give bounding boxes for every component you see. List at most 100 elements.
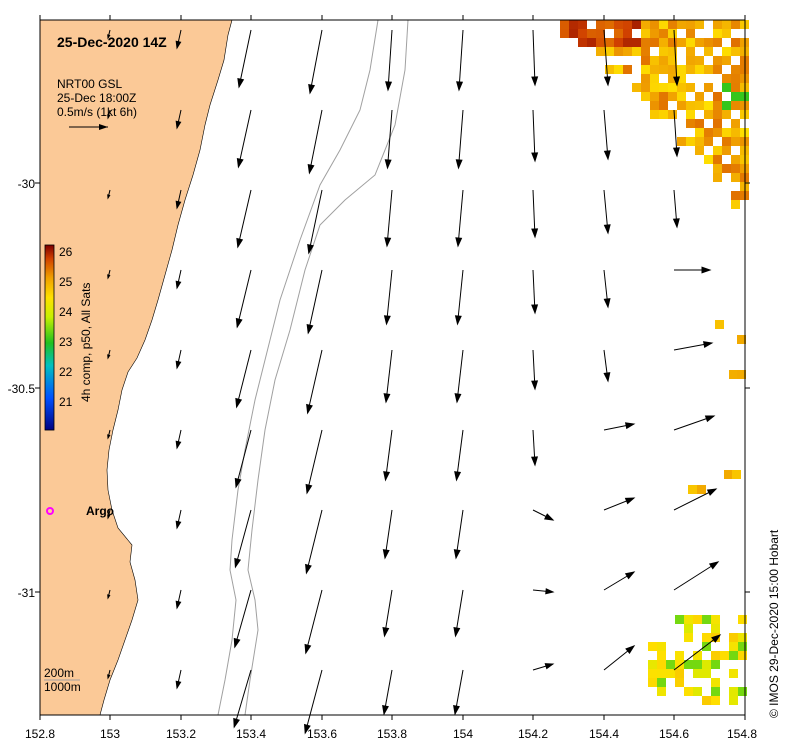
colorbar-segment — [45, 291, 54, 293]
colorbar-segment — [45, 289, 54, 291]
sst-pixel — [704, 83, 713, 92]
sst-pixel — [702, 642, 711, 651]
colorbar-segment — [45, 266, 54, 268]
sst-pixel — [641, 20, 650, 29]
colorbar-segment — [45, 419, 54, 421]
colorbar-segment — [45, 424, 54, 426]
colorbar-segment — [45, 263, 54, 265]
land-coastline — [39, 19, 233, 716]
sst-pixel — [684, 687, 693, 696]
colorbar-segment — [45, 415, 54, 417]
colorbar-segment — [45, 335, 54, 337]
colorbar-segment — [45, 292, 54, 294]
sst-pixel — [722, 164, 731, 173]
sst-pixel — [686, 119, 695, 128]
sst-pixel — [686, 47, 695, 56]
sst-pixel — [713, 92, 722, 101]
colorbar-segment — [45, 293, 54, 295]
colorbar-segment — [45, 421, 54, 423]
sst-pixel — [731, 38, 740, 47]
sst-pixel — [578, 29, 587, 38]
sst-pixel — [732, 470, 741, 479]
current-vector-head — [236, 237, 244, 249]
colorbar-segment — [45, 369, 54, 371]
colorbar-segment — [45, 260, 54, 262]
current-vector — [387, 109, 393, 169]
sst-pixel — [666, 669, 675, 678]
sst-pixel — [731, 74, 740, 83]
argo-label: Argo — [86, 504, 114, 518]
colorbar-segment — [45, 406, 54, 408]
current-vector — [305, 509, 323, 574]
current-vector-head — [531, 76, 539, 87]
x-tick-label: 153 — [100, 727, 120, 741]
colorbar-segment — [45, 391, 54, 393]
sst-pixel — [704, 137, 713, 146]
sst-pixel — [697, 485, 706, 494]
sst-pixel — [684, 615, 693, 624]
sst-pixel — [711, 660, 720, 669]
colorbar-segment — [45, 354, 54, 356]
colorbar-segment — [45, 294, 54, 296]
current-vector-head — [304, 723, 311, 735]
sst-pixel — [650, 65, 659, 74]
colorbar-segment — [45, 299, 54, 301]
sst-pixel — [713, 29, 722, 38]
colorbar-segment — [45, 360, 54, 362]
sst-pixel — [650, 29, 659, 38]
sst-pixel — [713, 155, 722, 164]
colorbar-segment — [45, 326, 54, 328]
sst-pixel — [738, 615, 747, 624]
current-vector-head — [456, 81, 464, 92]
sst-pixel — [738, 633, 747, 642]
colorbar-segment — [45, 416, 54, 418]
colorbar-segment — [45, 410, 54, 412]
current-vector — [532, 109, 536, 162]
current-vector-head — [175, 120, 182, 130]
current-vector-head — [233, 637, 241, 649]
colorbar-segment — [45, 273, 54, 275]
current-vector-head — [235, 317, 243, 329]
colorbar-segment — [45, 274, 54, 276]
sst-pixel — [729, 633, 738, 642]
colorbar-segment — [45, 375, 54, 377]
colorbar-segment — [45, 247, 54, 249]
colorbar-segment — [45, 270, 54, 272]
colorbar-segment — [45, 373, 54, 375]
current-vector-head — [307, 163, 315, 175]
colorbar-segment — [45, 304, 54, 306]
sst-pixel — [650, 92, 659, 101]
colorbar-segment — [45, 306, 54, 308]
colorbar-segment — [45, 400, 54, 402]
sst-pixel — [731, 101, 740, 110]
sst-pixel — [722, 137, 731, 146]
sst-pixel — [713, 38, 722, 47]
y-tick-label: -31 — [18, 586, 36, 600]
sst-pixel — [737, 335, 746, 344]
sst-pixel — [693, 687, 702, 696]
colorbar-segment — [45, 382, 54, 384]
colorbar-segment — [45, 249, 54, 251]
current-vector — [309, 29, 323, 94]
current-vector-head — [531, 228, 539, 239]
sst-pixel — [686, 20, 695, 29]
x-tick-label: 153.2 — [166, 727, 196, 741]
sst-pixel — [704, 38, 713, 47]
sst-pixel — [560, 29, 569, 38]
current-legend-time: 25-Dec 18:00Z — [57, 91, 136, 105]
sst-pixel — [695, 101, 704, 110]
sst-pixel — [713, 20, 722, 29]
sst-pixel — [695, 137, 704, 146]
x-tick-label: 152.8 — [25, 727, 55, 741]
current-vector-head — [236, 157, 244, 169]
colorbar-segment — [45, 276, 54, 278]
sst-pixel-layer — [560, 20, 749, 705]
current-vector-head — [235, 397, 243, 409]
current-vector-head — [383, 393, 391, 404]
colorbar-segment — [45, 310, 54, 312]
colorbar-segment — [45, 372, 54, 374]
colorbar-segment — [45, 330, 54, 332]
sst-pixel — [641, 65, 650, 74]
current-vector-head — [307, 243, 314, 255]
colorbar-segment — [45, 302, 54, 304]
